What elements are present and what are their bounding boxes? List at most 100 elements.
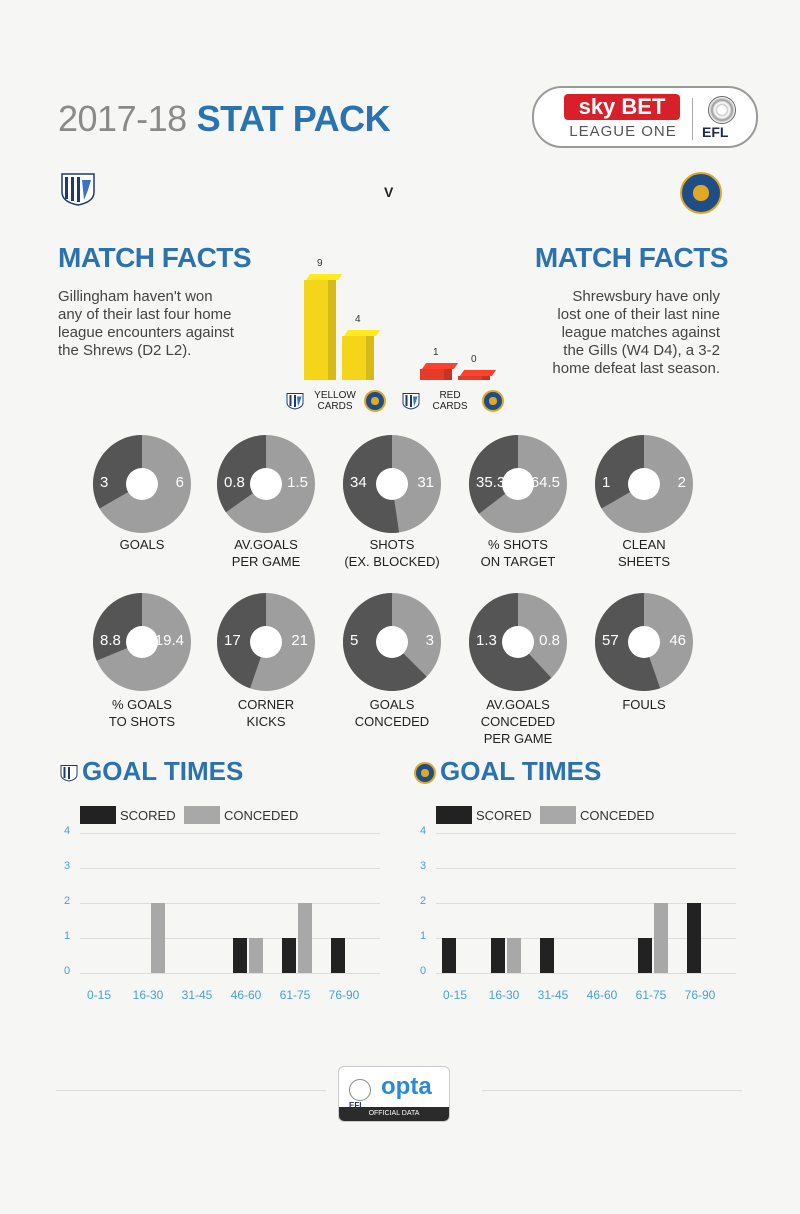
donut-home-value: 17: [224, 632, 241, 649]
donut-ring: [217, 593, 315, 691]
donut-away-value: 0.8: [539, 632, 560, 649]
donut-label: GOALS: [72, 536, 212, 553]
scored-bar: [282, 938, 296, 973]
scored-bar: [442, 938, 456, 973]
donut-label: % GOALS TO SHOTS: [72, 696, 212, 730]
away-goal-times-title: GOAL TIMES: [440, 756, 602, 786]
donut-home-segment: [217, 435, 266, 513]
donut-hole: [628, 626, 660, 658]
grid-line: [80, 868, 380, 869]
x-axis-tick: 46-60: [230, 988, 262, 1002]
donut-home-segment: [595, 593, 661, 691]
red-cards-label-line-2: CARDS: [432, 401, 468, 412]
yellow-cards-home-value: 9: [317, 258, 323, 269]
stat-pack-title: STAT PACK: [196, 98, 391, 139]
shrewsbury-crest-icon: [364, 390, 386, 412]
stat-donut: 0.8 1.5: [216, 434, 316, 534]
red-cards-home-bar: [420, 368, 452, 380]
red-cards-home-bar-top: [421, 362, 459, 369]
donut-away-value: 6: [175, 474, 184, 491]
footer-divider-left: [56, 1090, 326, 1091]
away-legend-conceded-swatch: [540, 806, 576, 824]
donut-label-line-1: GOALS: [119, 537, 165, 552]
donut-home-value: 1.3: [476, 632, 497, 649]
donut-label-line-2: PER GAME: [483, 731, 553, 746]
stat-donut: 57 46: [594, 592, 694, 692]
donut-hole: [628, 468, 660, 500]
donut-hole: [250, 626, 282, 658]
versus-label: V: [384, 184, 394, 200]
yellow-cards-label: YELLOW CARDS: [312, 390, 358, 412]
opta-logo: EFL opta OFFICIAL DATA: [338, 1066, 450, 1122]
donut-home-value: 35.3: [476, 474, 506, 491]
donut-away-value: 21: [291, 632, 308, 649]
donut-label-line-2: (EX. BLOCKED): [344, 554, 440, 569]
donut-ring: [92, 435, 191, 533]
donut-hole: [376, 626, 408, 658]
scored-bar: [331, 938, 345, 973]
donut-label-line-1: CLEAN: [622, 537, 666, 552]
donut-ring: [469, 435, 567, 533]
y-axis-tick: 1: [64, 930, 71, 942]
home-legend-conceded-swatch: [184, 806, 220, 824]
y-axis-tick: 0: [420, 965, 427, 977]
donut-label-line-1: SHOTS: [369, 537, 415, 552]
scored-bar: [540, 938, 554, 973]
donut-label: % SHOTS ON TARGET: [448, 536, 588, 570]
x-axis-tick: 31-45: [181, 988, 213, 1002]
donut-hole: [376, 468, 408, 500]
away-match-facts-title: MATCH FACTS: [534, 242, 729, 273]
red-cards-home-value: 1: [433, 346, 439, 358]
yellow-cards-home-bar: [304, 280, 336, 380]
y-axis-tick: 3: [420, 860, 427, 872]
donut-label-line-2: ON TARGET: [480, 554, 556, 569]
donut-label-line-1: AV.GOALS: [234, 537, 298, 552]
x-axis-tick: 61-75: [279, 988, 311, 1002]
scored-bar: [233, 938, 247, 973]
conceded-bar: [249, 938, 263, 973]
donut-label-line-1: % GOALS: [112, 697, 172, 712]
donut-label: SHOTS (EX. BLOCKED): [322, 536, 462, 570]
donut-ring: [595, 593, 693, 691]
sponsor-brand: sky BET: [564, 94, 680, 120]
donut-label-line-1: GOALS: [369, 697, 415, 712]
yellow-cards-away-value: 4: [355, 313, 361, 325]
x-axis-tick: 0-15: [86, 988, 112, 1002]
donut-label-line-2: KICKS: [246, 714, 286, 729]
efl-ball-icon: [708, 96, 736, 124]
donut-away-value: 64.5: [530, 474, 560, 491]
y-axis-tick: 3: [64, 860, 71, 872]
donut-label: FOULS: [574, 696, 714, 713]
away-legend-scored-swatch: [436, 806, 472, 824]
scored-bar: [687, 903, 701, 973]
donut-ring: [595, 435, 693, 533]
donut-away-value: 19.4: [154, 632, 184, 649]
shrewsbury-crest-icon: [414, 762, 436, 784]
donut-hole: [502, 626, 534, 658]
grid-line: [80, 903, 380, 904]
donut-ring: [469, 593, 567, 691]
sponsor-league: LEAGUE ONE: [569, 123, 677, 140]
home-goal-times-title: GOAL TIMES: [82, 756, 244, 786]
donut-hole: [126, 468, 158, 500]
donut-away-value: 31: [417, 474, 434, 491]
grid-line: [80, 833, 380, 834]
donut-label-line-2: PER GAME: [231, 554, 301, 569]
donut-label-line-1: CORNER: [237, 697, 295, 712]
gillingham-crest-icon: [61, 173, 95, 206]
gillingham-crest-icon: [60, 764, 78, 782]
donut-home-value: 1: [602, 474, 611, 491]
conceded-bar: [298, 903, 312, 973]
yellow-cards-label-line-1: YELLOW: [314, 390, 356, 401]
donut-home-value: 3: [100, 474, 109, 491]
conceded-bar: [151, 903, 165, 973]
stat-donut: 8.8 19.4: [92, 592, 192, 692]
season-year: 2017-18: [58, 98, 187, 139]
red-cards-label: RED CARDS: [430, 390, 470, 412]
footer-divider-right: [482, 1090, 742, 1091]
stat-donut: 35.3 64.5: [468, 434, 568, 534]
scored-bar: [638, 938, 652, 973]
shrewsbury-crest-icon: [680, 172, 722, 214]
red-cards-label-line-1: RED: [439, 390, 461, 401]
donut-away-value: 3: [425, 632, 434, 649]
